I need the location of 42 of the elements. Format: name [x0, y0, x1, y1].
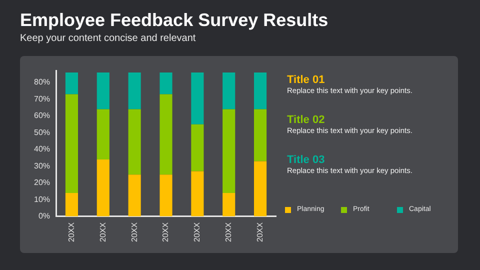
y-tick-label: 70% [34, 94, 50, 104]
y-tick-label: 20% [34, 178, 50, 188]
bar [222, 109, 236, 193]
chart-title: Employee Feedback Survey Results [20, 10, 328, 31]
bar [254, 72, 267, 110]
bar [65, 192, 78, 216]
bar [222, 192, 236, 216]
bar [160, 94, 172, 175]
bar [65, 72, 78, 94]
bar [191, 171, 204, 216]
bar [96, 109, 110, 160]
bar [65, 94, 78, 193]
y-tick-label: 10% [34, 194, 50, 204]
y-tick-label: 40% [34, 144, 50, 154]
bar [128, 72, 141, 110]
x-tick-label: 20XX [98, 222, 108, 242]
x-tick-label: 20XX [255, 222, 264, 242]
x-tick-label: 20XX [224, 222, 234, 242]
bar [254, 161, 267, 216]
y-tick-label: 30% [34, 161, 50, 170]
x-tick-label: 20XX [66, 222, 76, 242]
chart-subtitle: Keep your content concise and relevant [20, 33, 196, 44]
bar [222, 72, 236, 110]
bar [128, 109, 141, 175]
bar [96, 72, 110, 110]
bar [254, 109, 267, 162]
x-tick-label: 20XX [192, 222, 202, 242]
y-tick-label: 80% [34, 78, 50, 87]
x-tick-label: 20XX [161, 222, 170, 242]
bar [191, 72, 204, 124]
text: Title 03 [287, 154, 326, 166]
text: Title 01 [287, 74, 326, 86]
bar [96, 160, 110, 216]
text: Title 02 [287, 114, 326, 126]
bar [160, 174, 172, 216]
y-tick-label: 50% [34, 128, 50, 137]
y-tick-label: 60% [34, 111, 50, 120]
x-tick-label: 20XX [130, 222, 139, 242]
y-tick-label: 0% [38, 212, 50, 221]
bar [160, 72, 172, 94]
bar [128, 174, 141, 216]
bar [191, 124, 204, 172]
